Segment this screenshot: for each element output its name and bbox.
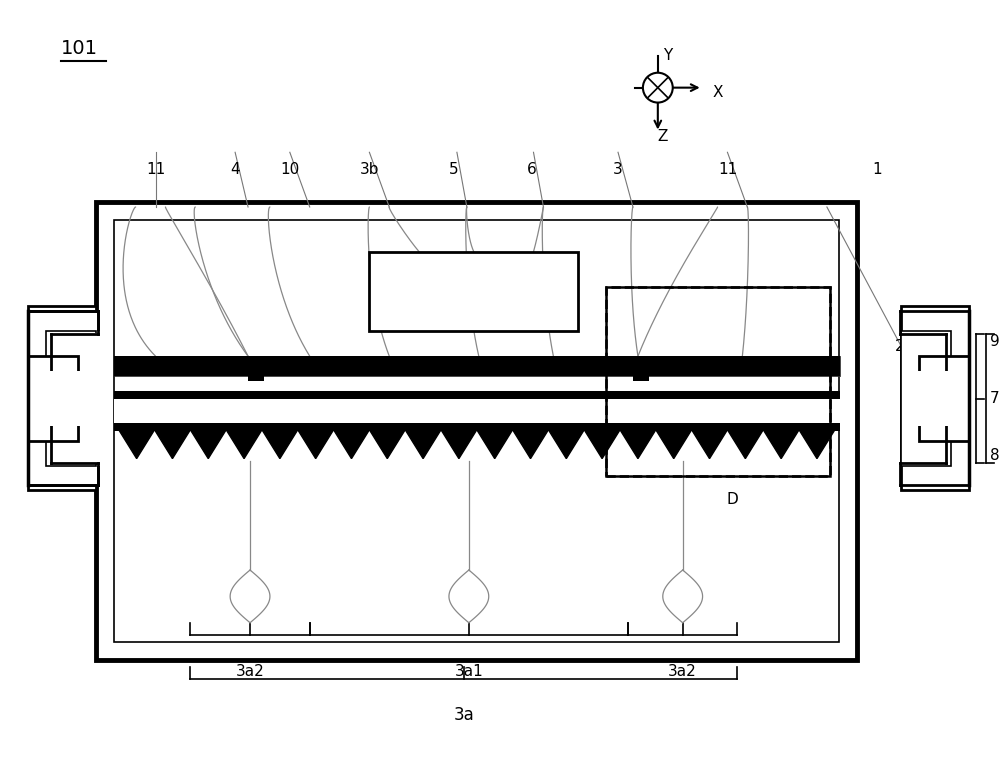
Polygon shape bbox=[405, 430, 441, 458]
Polygon shape bbox=[620, 430, 656, 458]
Polygon shape bbox=[226, 430, 262, 458]
Bar bbox=[919, 356, 969, 440]
Polygon shape bbox=[262, 430, 298, 458]
Bar bbox=[114, 220, 839, 642]
Text: Y: Y bbox=[663, 48, 672, 63]
Text: 4: 4 bbox=[230, 162, 240, 177]
Polygon shape bbox=[119, 430, 155, 458]
Bar bbox=[248, 376, 264, 381]
Text: 1: 1 bbox=[872, 162, 881, 177]
Text: 10: 10 bbox=[280, 162, 299, 177]
Bar bbox=[28, 306, 96, 490]
Bar bbox=[114, 391, 840, 431]
Bar bbox=[901, 331, 951, 465]
Text: 101: 101 bbox=[61, 39, 98, 58]
Text: 3a: 3a bbox=[453, 706, 474, 724]
Polygon shape bbox=[369, 430, 405, 458]
Text: X: X bbox=[713, 85, 723, 100]
Polygon shape bbox=[692, 430, 727, 458]
Bar bbox=[114, 356, 840, 376]
Text: 8: 8 bbox=[990, 448, 1000, 463]
Text: 9: 9 bbox=[990, 333, 1000, 349]
Bar bbox=[28, 312, 98, 486]
Polygon shape bbox=[441, 430, 477, 458]
Polygon shape bbox=[190, 430, 226, 458]
Text: Z: Z bbox=[658, 130, 668, 144]
Polygon shape bbox=[656, 430, 692, 458]
Bar bbox=[114, 356, 840, 376]
Text: 3: 3 bbox=[613, 162, 623, 177]
Polygon shape bbox=[548, 430, 584, 458]
Polygon shape bbox=[763, 430, 799, 458]
Text: 5: 5 bbox=[449, 162, 459, 177]
Polygon shape bbox=[727, 430, 763, 458]
Circle shape bbox=[643, 73, 673, 102]
Bar bbox=[47, 333, 102, 462]
Bar bbox=[46, 331, 96, 465]
Polygon shape bbox=[298, 430, 334, 458]
Polygon shape bbox=[477, 430, 513, 458]
Text: D: D bbox=[727, 492, 738, 508]
Bar bbox=[114, 391, 840, 399]
Polygon shape bbox=[155, 430, 190, 458]
Bar bbox=[96, 202, 857, 659]
Bar bbox=[901, 306, 969, 490]
Bar bbox=[46, 371, 81, 426]
Bar bbox=[916, 371, 954, 426]
Text: 7: 7 bbox=[990, 391, 1000, 406]
Bar bbox=[606, 287, 830, 476]
Bar bbox=[633, 376, 649, 381]
Text: 11: 11 bbox=[718, 162, 737, 177]
Polygon shape bbox=[799, 430, 835, 458]
Bar bbox=[114, 356, 840, 362]
Bar bbox=[114, 370, 840, 376]
Bar bbox=[606, 287, 830, 476]
Polygon shape bbox=[334, 430, 369, 458]
Text: 3a2: 3a2 bbox=[668, 665, 697, 679]
Text: 3a2: 3a2 bbox=[236, 665, 264, 679]
Bar bbox=[28, 356, 78, 440]
Bar bbox=[901, 331, 951, 465]
Text: 6: 6 bbox=[527, 162, 536, 177]
Bar bbox=[369, 251, 578, 331]
Polygon shape bbox=[584, 430, 620, 458]
Bar bbox=[46, 331, 101, 465]
Polygon shape bbox=[513, 430, 548, 458]
Text: 3b: 3b bbox=[360, 162, 379, 177]
Text: 2: 2 bbox=[895, 339, 904, 354]
Text: 3a1: 3a1 bbox=[454, 665, 483, 679]
Bar bbox=[114, 423, 840, 431]
Text: 11: 11 bbox=[146, 162, 165, 177]
